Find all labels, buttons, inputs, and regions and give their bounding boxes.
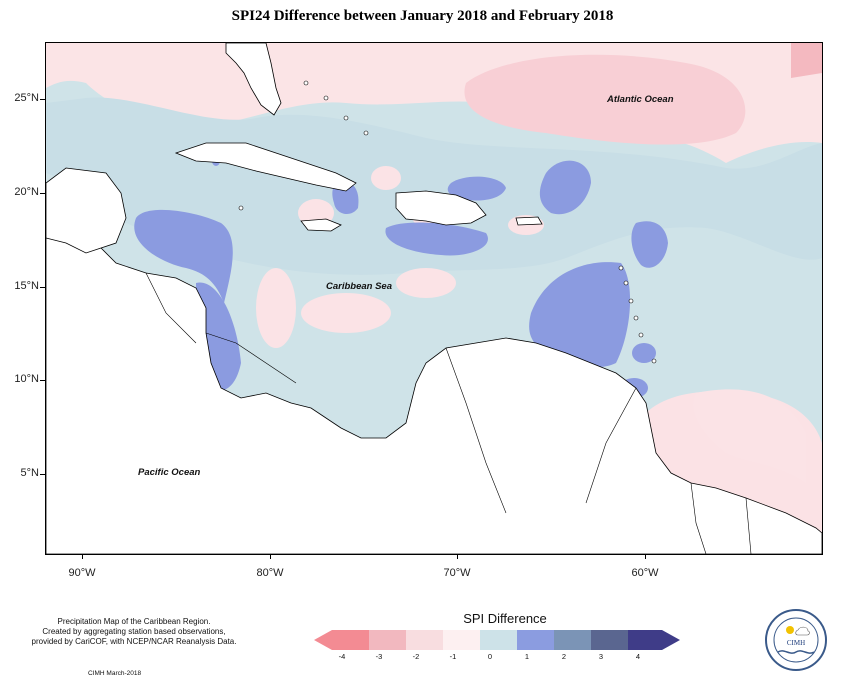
legend-tick-label: 1 <box>524 652 530 661</box>
pacific-ocean-label: Pacific Ocean <box>138 467 201 478</box>
spi-dry-patch-5 <box>371 166 401 190</box>
footer-credit: CIMH March-2018 <box>88 670 142 677</box>
island-dot <box>618 265 624 271</box>
spi-wet-patch-1 <box>632 343 656 363</box>
puerto-rico-island <box>515 216 543 226</box>
lon-tick <box>270 554 271 559</box>
footer-note-line-3: provided by CariCOF, with NCEP/NCAR Rean… <box>31 637 237 646</box>
lat-label-15n: 15°N <box>14 280 39 292</box>
lat-label-25n: 25°N <box>14 92 39 104</box>
legend-tick-label: -2 <box>412 652 420 661</box>
footer-note: Precipitation Map of the Caribbean Regio… <box>14 617 254 647</box>
map-panel <box>45 42 823 555</box>
sun-icon <box>786 626 794 634</box>
spi-dry-region-ne <box>791 43 822 78</box>
lat-tick <box>40 287 45 288</box>
spi-dry-patch-2 <box>301 293 391 333</box>
legend-swatch <box>628 630 662 650</box>
island-dot <box>633 315 639 321</box>
caribbean-sea-label: Caribbean Sea <box>326 281 392 292</box>
legend-tick-label: -3 <box>375 652 383 661</box>
atlantic-ocean-label: Atlantic Ocean <box>607 94 674 105</box>
map-canvas <box>46 43 822 554</box>
lat-tick <box>40 99 45 100</box>
jamaica-island <box>300 218 342 232</box>
lon-tick <box>645 554 646 559</box>
lon-label-70w: 70°W <box>443 567 471 579</box>
spi-wet-region-east-caribbean <box>529 262 631 368</box>
lon-label-80w: 80°W <box>256 567 284 579</box>
map-title: SPI24 Difference between January 2018 an… <box>231 8 614 24</box>
legend-swatch <box>369 630 406 650</box>
island-dot <box>623 280 629 286</box>
legend-colorbar <box>314 630 680 650</box>
logo-text: CIMH <box>787 639 805 647</box>
island-dot <box>638 332 644 338</box>
lon-tick <box>82 554 83 559</box>
lon-label-90w: 90°W <box>68 567 96 579</box>
cimh-logo: CIMH <box>765 609 827 671</box>
spi-dry-patch-1 <box>256 268 296 348</box>
spi-dry-patch-3 <box>396 268 456 298</box>
legend-swatch <box>480 630 517 650</box>
spi-wet-region-hispaniola <box>385 222 488 256</box>
island-dot <box>238 205 244 211</box>
spi-wet-region-leewards <box>631 221 668 268</box>
spi-wet-region-honduras <box>134 209 233 303</box>
lat-tick <box>40 193 45 194</box>
spi-dry-region-atlantic <box>464 54 746 145</box>
legend-swatch <box>443 630 480 650</box>
legend-tick-label: -4 <box>338 652 346 661</box>
footer-note-line-2: Created by aggregating station based obs… <box>42 627 226 636</box>
island-dot <box>343 115 349 121</box>
cloud-icon <box>795 626 810 636</box>
legend-tick-label: 4 <box>635 652 641 661</box>
legend-tick-label: 0 <box>487 652 493 661</box>
border-line <box>145 272 197 344</box>
legend-arrow-right <box>662 630 680 650</box>
legend-swatch <box>591 630 628 650</box>
legend-swatch <box>517 630 554 650</box>
legend-swatch <box>406 630 443 650</box>
footer-note-line-1: Precipitation Map of the Caribbean Regio… <box>57 617 211 626</box>
border-line <box>690 482 707 554</box>
island-dot <box>651 358 657 364</box>
island-dot <box>323 95 329 101</box>
spi-wet-region-bahamas <box>447 176 506 201</box>
hispaniola-island <box>395 190 487 226</box>
legend-title: SPI Difference <box>463 611 547 626</box>
lat-label-20n: 20°N <box>14 186 39 198</box>
lat-tick <box>40 474 45 475</box>
lat-label-5n: 5°N <box>20 467 39 479</box>
legend-tick-label: -1 <box>449 652 457 661</box>
lat-label-10n: 10°N <box>14 373 39 385</box>
spi-dry-patch-8 <box>693 389 806 483</box>
legend-swatch <box>554 630 591 650</box>
mainland-land-mass <box>46 232 822 554</box>
yucatan-land <box>46 167 127 254</box>
island-dot <box>363 130 369 136</box>
island-dot <box>303 80 309 86</box>
lon-tick <box>457 554 458 559</box>
wave-icon <box>777 650 815 654</box>
border-line <box>205 332 297 384</box>
lon-label-60w: 60°W <box>631 567 659 579</box>
border-line <box>445 347 507 514</box>
legend-tick-label: 2 <box>561 652 567 661</box>
florida-land <box>225 43 282 116</box>
cuba-island <box>174 142 357 192</box>
island-dot <box>628 298 634 304</box>
legend-tick-label: 3 <box>598 652 604 661</box>
border-line <box>585 387 637 504</box>
spi-near-normal-band <box>46 97 822 275</box>
lat-tick <box>40 380 45 381</box>
legend-swatch <box>332 630 369 650</box>
legend-arrow-left <box>314 630 332 650</box>
spi-wet-region-puerto-rico <box>539 160 591 215</box>
border-line <box>745 497 752 554</box>
